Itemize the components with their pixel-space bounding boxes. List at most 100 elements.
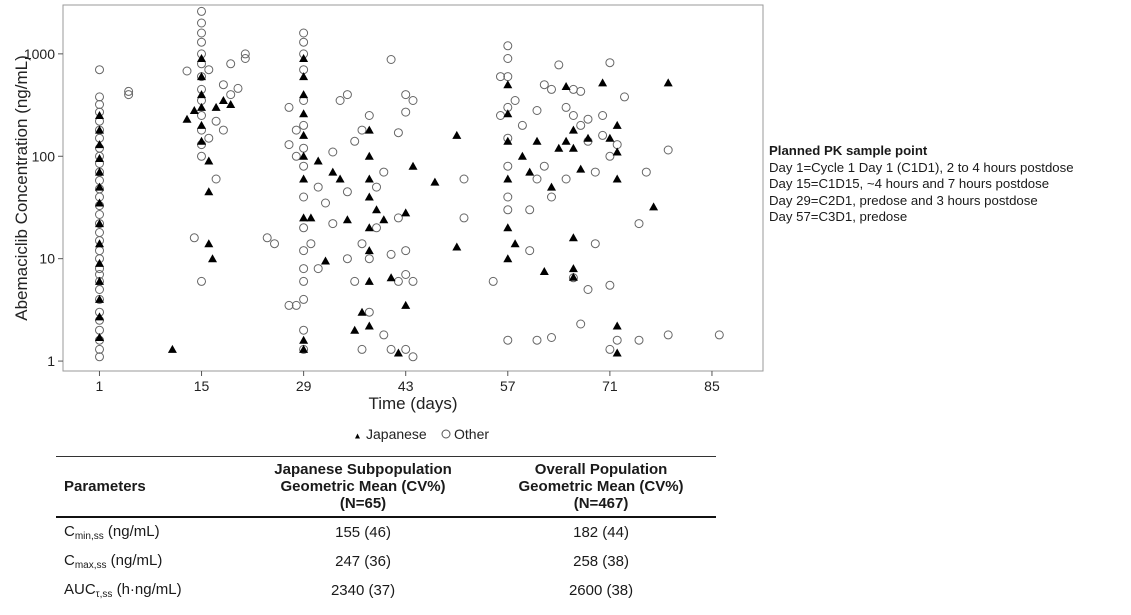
japanese-value: 247 (36) xyxy=(335,553,391,570)
data-point-japanese xyxy=(95,276,104,285)
data-point-other xyxy=(459,213,469,223)
data-point-japanese xyxy=(568,125,578,134)
data-point-other xyxy=(197,28,206,38)
data-point-other xyxy=(620,92,629,102)
data-point-japanese xyxy=(299,72,309,81)
data-point-other xyxy=(240,49,250,59)
data-point-japanese xyxy=(561,136,571,145)
data-point-japanese xyxy=(299,54,309,62)
data-point-other xyxy=(218,125,228,135)
data-point-other xyxy=(576,319,586,329)
data-point-other xyxy=(350,136,360,146)
data-point-japanese xyxy=(612,120,622,129)
x-tick-label: 15 xyxy=(194,378,210,394)
data-point-other xyxy=(335,96,345,105)
data-point-other xyxy=(197,6,206,16)
overall-value: 2600 (38) xyxy=(568,582,634,599)
param-symbol: C xyxy=(64,523,75,540)
data-point-other xyxy=(503,41,513,51)
data-point-japanese xyxy=(299,335,309,344)
series-other-points xyxy=(95,6,724,362)
data-point-other xyxy=(364,111,374,120)
data-point-other xyxy=(95,65,104,75)
data-point-other xyxy=(459,174,469,184)
data-point-other xyxy=(204,133,214,143)
data-point-japanese xyxy=(95,219,104,228)
param-cell: AUCτ,ss (h·ng/mL) xyxy=(56,576,240,605)
data-point-japanese xyxy=(598,78,608,87)
data-point-other xyxy=(590,239,600,249)
legend-other-label: Other xyxy=(454,426,489,442)
data-point-japanese xyxy=(95,312,104,321)
series-japanese-points xyxy=(95,54,673,357)
data-point-other xyxy=(386,344,396,354)
data-point-japanese xyxy=(568,233,578,242)
data-point-other xyxy=(401,90,411,100)
data-point-other xyxy=(197,111,206,120)
data-point-japanese xyxy=(649,202,659,211)
data-point-japanese xyxy=(525,167,535,176)
data-point-japanese xyxy=(197,102,206,111)
data-point-other xyxy=(313,264,323,274)
pk-parameter-table: Parameters Japanese Subpopulation Geomet… xyxy=(56,456,716,605)
data-point-other xyxy=(408,96,418,105)
data-point-other xyxy=(211,116,221,126)
data-point-other xyxy=(284,140,294,150)
data-point-japanese xyxy=(372,205,381,214)
data-point-other xyxy=(124,90,134,100)
data-point-other xyxy=(525,205,535,215)
data-point-other xyxy=(532,106,542,115)
data-point-other xyxy=(189,233,199,243)
data-point-japanese xyxy=(95,111,104,119)
data-point-japanese xyxy=(503,109,513,118)
data-point-japanese xyxy=(663,78,673,87)
data-point-japanese xyxy=(364,246,374,255)
data-point-japanese xyxy=(197,54,206,62)
header-overall-line: Overall Population xyxy=(534,461,668,478)
data-point-other xyxy=(306,239,316,249)
data-point-other xyxy=(605,58,615,68)
data-point-other xyxy=(408,352,418,362)
data-point-japanese xyxy=(95,140,104,149)
y-tick-label: 100 xyxy=(32,148,56,164)
data-point-japanese xyxy=(539,267,549,275)
note-line: Day 15=C1D15, ~4 hours and 7 hours postd… xyxy=(769,176,1050,191)
data-point-japanese xyxy=(95,154,104,162)
param-cell: Cmax,ss (ng/mL) xyxy=(56,547,240,576)
data-point-other xyxy=(634,219,644,229)
data-point-japanese xyxy=(386,273,396,282)
data-point-other xyxy=(197,151,206,161)
data-point-other xyxy=(197,37,206,47)
data-point-other xyxy=(547,84,556,94)
data-point-japanese xyxy=(299,344,309,353)
data-point-japanese xyxy=(568,143,578,152)
data-point-japanese xyxy=(197,136,206,145)
note-title: Planned PK sample point xyxy=(769,143,928,158)
data-point-japanese xyxy=(503,80,513,89)
header-japanese-line: Japanese Subpopulation xyxy=(274,461,452,478)
data-point-other xyxy=(299,325,309,335)
data-point-other xyxy=(240,54,250,63)
data-point-japanese xyxy=(430,177,440,186)
y-tick-label: 1 xyxy=(47,353,55,369)
data-point-japanese xyxy=(364,151,374,160)
data-point-japanese xyxy=(379,215,389,224)
data-point-other xyxy=(299,276,309,286)
param-unit: (ng/mL) xyxy=(103,523,160,540)
data-point-japanese xyxy=(313,156,323,165)
data-point-other xyxy=(95,344,104,354)
data-point-other xyxy=(590,167,600,177)
data-point-japanese xyxy=(208,254,217,263)
data-point-other xyxy=(350,276,360,286)
param-subscript: τ,ss xyxy=(95,589,113,600)
note-line: Day 1=Cycle 1 Day 1 (C1D1), 2 to 4 hours… xyxy=(769,159,1074,175)
data-point-other xyxy=(299,294,309,304)
header-japanese: Japanese Subpopulation Geometric Mean (C… xyxy=(240,457,486,518)
data-point-other xyxy=(299,120,309,130)
header-overall-line: Geometric Mean (CV%) xyxy=(518,478,684,495)
data-point-other xyxy=(291,151,301,161)
data-point-japanese xyxy=(364,223,374,232)
data-point-other xyxy=(503,54,513,63)
data-point-other xyxy=(583,114,593,124)
data-point-japanese xyxy=(401,208,411,217)
